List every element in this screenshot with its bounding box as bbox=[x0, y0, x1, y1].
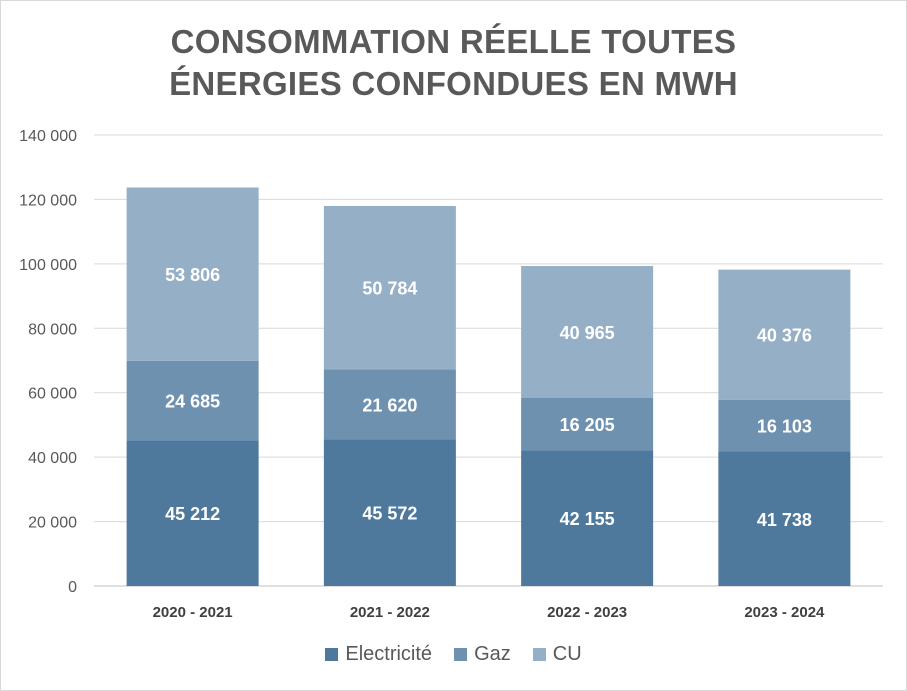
y-tick-label: 120 000 bbox=[19, 192, 77, 209]
data-label-cu: 40 965 bbox=[560, 323, 615, 343]
legend-label-gaz: Gaz bbox=[474, 643, 511, 665]
data-label-electricite: 45 572 bbox=[362, 504, 417, 524]
bar-segment-electricite bbox=[323, 439, 456, 586]
y-tick-label: 60 000 bbox=[28, 386, 77, 403]
data-label-cu: 40 376 bbox=[757, 326, 812, 346]
chart-title-line-1: CONSOMMATION RÉELLE TOUTES bbox=[170, 23, 737, 60]
bar-segment-gaz bbox=[323, 369, 456, 440]
chart-legend: Electricité Gaz CU bbox=[1, 643, 906, 666]
data-label-gaz: 24 685 bbox=[165, 392, 220, 412]
legend-label-cu: CU bbox=[552, 643, 582, 665]
x-tick-label: 2020 - 2021 bbox=[153, 604, 233, 621]
chart-title-line-2: ÉNERGIES CONFONDUES EN MWH bbox=[169, 65, 738, 102]
bar-segment-electricite bbox=[126, 440, 259, 586]
legend-swatch-electricite bbox=[325, 648, 339, 661]
bar-segment-gaz bbox=[126, 360, 259, 441]
x-tick-label: 2021 - 2022 bbox=[350, 604, 430, 621]
legend-item-electricite: Electricité bbox=[325, 643, 432, 666]
x-tick-label: 2023 - 2024 bbox=[744, 604, 825, 621]
data-label-cu: 53 806 bbox=[165, 265, 220, 285]
data-label-cu: 50 784 bbox=[362, 279, 417, 299]
bar-segment-cu bbox=[323, 205, 456, 370]
chart-title: CONSOMMATION RÉELLE TOUTES ÉNERGIES CONF… bbox=[1, 21, 906, 105]
data-label-electricite: 45 212 bbox=[165, 504, 220, 524]
legend-swatch-cu bbox=[532, 648, 546, 661]
y-tick-label: 0 bbox=[68, 579, 77, 596]
data-label-electricite: 42 155 bbox=[560, 509, 615, 529]
data-label-gaz: 16 103 bbox=[757, 417, 812, 437]
y-tick-label: 140 000 bbox=[19, 128, 77, 145]
bar-segment-electricite bbox=[521, 450, 654, 586]
legend-item-gaz: Gaz bbox=[454, 643, 511, 666]
legend-swatch-gaz bbox=[454, 648, 468, 661]
legend-item-cu: CU bbox=[532, 643, 582, 666]
bar-segment-gaz bbox=[718, 399, 851, 452]
y-tick-label: 80 000 bbox=[28, 321, 77, 338]
y-tick-label: 40 000 bbox=[28, 450, 77, 467]
bar-segment-cu bbox=[126, 187, 259, 361]
x-tick-label: 2022 - 2023 bbox=[547, 604, 627, 621]
data-label-gaz: 16 205 bbox=[560, 415, 615, 435]
legend-label-electricite: Electricité bbox=[345, 643, 433, 665]
bar-segment-cu bbox=[521, 266, 654, 398]
bar-segment-electricite bbox=[718, 451, 851, 586]
y-tick-label: 20 000 bbox=[28, 515, 77, 532]
bar-segment-cu bbox=[718, 269, 851, 400]
data-label-gaz: 21 620 bbox=[362, 395, 417, 415]
data-label-electricite: 41 738 bbox=[757, 510, 812, 530]
bar-segment-gaz bbox=[521, 397, 654, 451]
y-tick-label: 100 000 bbox=[19, 257, 77, 274]
